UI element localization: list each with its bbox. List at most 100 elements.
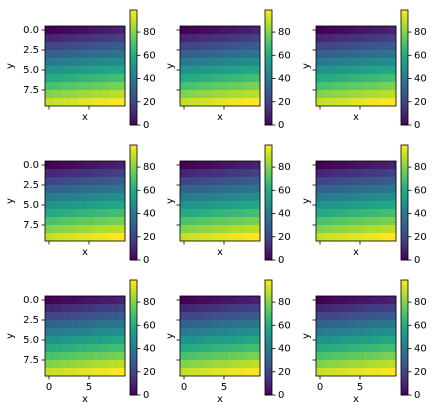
heatmap-cell xyxy=(93,352,102,361)
heatmap-cell xyxy=(380,177,389,186)
colorbar-gradient xyxy=(401,242,408,246)
heatmap-cell xyxy=(340,26,349,35)
heatmap-cell xyxy=(85,90,94,99)
heatmap-cell xyxy=(77,225,86,234)
heatmap-cell xyxy=(236,169,245,178)
colorbar-gradient xyxy=(401,117,408,120)
y-tick-label: 0.0 xyxy=(23,160,39,171)
heatmap-cell xyxy=(93,169,102,178)
heatmap-cell xyxy=(348,336,357,345)
colorbar-gradient xyxy=(130,15,137,19)
heatmap-cell xyxy=(348,217,357,226)
heatmap-cell xyxy=(236,74,245,83)
colorbar-gradient xyxy=(130,331,137,335)
colorbar-gradient xyxy=(401,52,408,55)
heatmap-cell xyxy=(348,328,357,337)
heatmap-cell xyxy=(196,312,205,321)
heatmap-cell xyxy=(236,304,245,313)
heatmap-cell xyxy=(69,233,78,242)
colorbar-gradient xyxy=(130,123,137,126)
heatmap-cell xyxy=(204,34,213,43)
heatmap-cell xyxy=(236,368,245,377)
heatmap-cell xyxy=(332,26,341,35)
colorbar-gradient xyxy=(401,244,408,248)
heatmap-cell xyxy=(101,98,110,107)
colorbar-gradient xyxy=(130,86,137,90)
heatmap-cell xyxy=(380,193,389,202)
colorbar-gradient xyxy=(130,362,137,365)
heatmap-cell xyxy=(372,304,381,313)
heatmap-cell xyxy=(228,296,237,305)
colorbar-gradient xyxy=(130,202,137,205)
colorbar-gradient xyxy=(401,44,408,47)
heatmap-cell xyxy=(228,312,237,321)
heatmap-cell xyxy=(364,296,373,305)
heatmap-cell xyxy=(228,304,237,313)
colorbar-gradient xyxy=(401,109,408,113)
heatmap-cell xyxy=(69,74,78,83)
colorbar-gradient xyxy=(401,322,408,325)
heatmap-cell xyxy=(372,34,381,43)
heatmap-cell xyxy=(180,360,189,369)
heatmap-cell xyxy=(196,368,205,377)
heatmap-cell xyxy=(348,185,357,194)
colorbar-gradient xyxy=(265,13,272,17)
colorbar-gradient xyxy=(401,185,408,188)
heatmap-cell xyxy=(45,42,54,51)
colorbar-gradient xyxy=(401,166,408,169)
colorbar-gradient xyxy=(130,90,137,93)
heatmap-cell xyxy=(77,217,86,226)
heatmap-cell xyxy=(236,82,245,91)
heatmap-cell xyxy=(340,161,349,170)
colorbar-gradient xyxy=(130,320,137,323)
heatmap-cell xyxy=(356,304,365,313)
heatmap-cell xyxy=(69,352,78,361)
heatmap-cell xyxy=(380,185,389,194)
heatmap-cell xyxy=(188,217,197,226)
colorbar-gradient xyxy=(130,115,137,118)
heatmap-cell xyxy=(340,217,349,226)
colorbar-gradient xyxy=(401,304,408,308)
colorbar-gradient xyxy=(265,96,272,99)
colorbar-tick-label: 80 xyxy=(414,297,427,308)
heatmap-cell xyxy=(61,50,70,59)
heatmap-cell xyxy=(380,161,389,170)
heatmap-cell xyxy=(236,42,245,51)
colorbar-gradient xyxy=(401,189,408,192)
heatmap-cell xyxy=(252,90,261,99)
colorbar-gradient xyxy=(130,145,137,148)
heatmap-cell xyxy=(252,161,261,170)
heatmap-cell xyxy=(372,320,381,329)
heatmap-cell xyxy=(220,312,229,321)
heatmap-cell xyxy=(101,177,110,186)
colorbar-gradient xyxy=(265,75,272,78)
heatmap-cell xyxy=(204,352,213,361)
colorbar-gradient xyxy=(265,291,272,294)
colorbar-gradient xyxy=(265,164,272,167)
heatmap-cell xyxy=(316,74,325,83)
colorbar-gradient xyxy=(401,61,408,65)
x-tick-label: 0 xyxy=(317,382,323,393)
colorbar-gradient xyxy=(401,59,408,63)
colorbar-frame xyxy=(400,9,409,126)
heatmap-cell xyxy=(196,74,205,83)
colorbar-gradient xyxy=(401,23,408,26)
heatmap-cell xyxy=(316,328,325,337)
colorbar-gradient xyxy=(130,189,137,192)
heatmap-cell xyxy=(236,185,245,194)
colorbar-gradient xyxy=(401,238,408,242)
heatmap-cell xyxy=(93,74,102,83)
colorbar-gradient xyxy=(265,389,272,392)
colorbar-tick-label: 20 xyxy=(278,97,291,108)
heatmap-cell xyxy=(212,42,221,51)
heatmap-cell xyxy=(77,344,86,353)
colorbar-gradient xyxy=(265,287,272,291)
heatmap-cell xyxy=(93,185,102,194)
heatmap-cell xyxy=(316,320,325,329)
heatmap-cell xyxy=(196,82,205,91)
heatmap-cell xyxy=(324,336,333,345)
heatmap-cell xyxy=(53,193,62,202)
heatmap-cell xyxy=(332,336,341,345)
heatmap-cell xyxy=(204,82,213,91)
colorbar-gradient xyxy=(265,148,272,152)
